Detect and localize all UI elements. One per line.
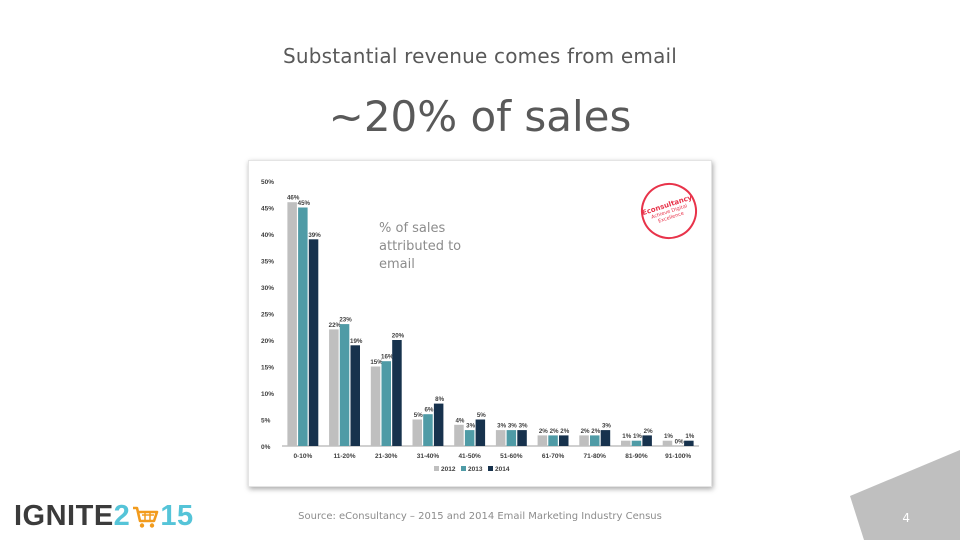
bar-2014-31-40% [433, 403, 444, 446]
bar-2013-41-50% [464, 430, 475, 446]
bar-2014-71-80% [600, 430, 611, 446]
bar-2012-31-40% [412, 419, 422, 446]
logo-text-15: 15 [160, 500, 194, 532]
data-label: 2% [644, 428, 653, 435]
data-label: 4% [455, 417, 464, 424]
x-tick-label: 0-10% [293, 453, 312, 460]
bar-2014-61-70% [559, 435, 569, 446]
data-label: 5% [477, 412, 486, 419]
source-citation: Source: eConsultancy – 2015 and 2014 Ema… [298, 511, 662, 522]
data-label: 2% [560, 428, 569, 435]
data-label: 20% [392, 333, 405, 340]
data-label: 3% [519, 423, 528, 430]
y-tick-label: 20% [261, 338, 274, 345]
x-tick-label: 31-40% [417, 453, 440, 460]
bar-2014-81-90% [642, 435, 652, 446]
x-tick-label: 41-50% [458, 453, 481, 460]
bar-2014-21-30% [392, 340, 402, 446]
y-tick-label: 35% [261, 259, 274, 266]
bar-2012-21-30% [370, 366, 381, 446]
legend-label: 2014 [495, 466, 510, 473]
chart-card: 0% 5% 10% 15% 20% 25% 30% 35% 40% 45% 50% 46% 45% 39%… [248, 160, 712, 487]
data-label: 22% [329, 322, 342, 329]
logo-text-2: 2 [113, 500, 131, 532]
x-tick-label: 51-60% [500, 453, 523, 460]
data-label: 3% [602, 423, 611, 430]
data-label: 3% [508, 423, 517, 430]
data-label: 2% [581, 428, 590, 435]
data-label: 2% [539, 428, 548, 435]
y-tick-label: 15% [261, 365, 274, 372]
legend-swatch-2012 [434, 466, 439, 471]
bar-2012-0-10% [287, 202, 297, 446]
data-label: 15% [370, 359, 383, 366]
bar-2014-91-100% [684, 440, 694, 446]
legend-label: 2013 [468, 466, 483, 473]
data-label: 2% [550, 428, 559, 435]
bar-2014-11-20% [350, 345, 360, 446]
bar-2012-91-100% [662, 440, 673, 446]
bar-2013-71-80% [590, 435, 600, 446]
shopping-cart-icon [133, 506, 159, 528]
bar-2013-61-70% [548, 435, 558, 446]
data-label: 6% [424, 407, 433, 414]
data-label: 1% [633, 433, 642, 440]
bar-2012-61-70% [537, 435, 548, 446]
bar-2012-41-50% [454, 424, 464, 446]
data-label: 5% [414, 412, 423, 419]
bar-2013-51-60% [506, 430, 517, 446]
x-tick-label: 81-90% [625, 453, 648, 460]
x-tick-label: 71-80% [584, 453, 607, 460]
data-label: 1% [622, 433, 631, 440]
data-label: 1% [685, 433, 694, 440]
data-label: 2% [591, 428, 600, 435]
y-tick-label: 25% [261, 312, 274, 319]
y-tick-label: 30% [261, 285, 274, 292]
x-tick-label: 11-20% [334, 453, 356, 460]
data-label: 0% [675, 439, 684, 446]
legend-swatch-2014 [488, 466, 493, 471]
data-label: 16% [381, 354, 394, 361]
x-tick-label: 91-100% [665, 453, 691, 460]
x-tick-label: 21-30% [375, 453, 398, 460]
slide-subtitle: Substantial revenue comes from email [282, 44, 678, 68]
data-label: 39% [308, 232, 321, 239]
y-tick-label: 50% [261, 179, 274, 186]
y-tick-label: 40% [261, 232, 274, 239]
data-label: 3% [466, 423, 475, 430]
chart-annotation: % of sales attributed to email [379, 221, 462, 272]
bar-2012-81-90% [621, 440, 631, 446]
bar-2014-41-50% [475, 419, 486, 446]
data-label: 23% [339, 317, 352, 324]
data-label: 3% [497, 423, 506, 430]
bar-2014-0-10% [308, 239, 319, 446]
bar-2013-0-10% [298, 207, 308, 446]
data-label: 1% [664, 433, 673, 440]
y-tick-label: 10% [261, 391, 274, 398]
bar-2013-11-20% [339, 324, 350, 446]
bar-2012-51-60% [495, 430, 506, 446]
bar-2012-11-20% [329, 329, 339, 446]
y-tick-label: 5% [261, 418, 271, 425]
bar-2013-21-30% [381, 361, 391, 446]
bar-2014-51-60% [517, 430, 527, 446]
data-label: 46% [287, 195, 300, 202]
corner-decoration [850, 450, 960, 540]
data-label: 19% [350, 338, 363, 345]
ignite-2015-logo: IGNITE 2 15 [14, 500, 194, 533]
legend-label: 2012 [441, 466, 456, 473]
bar-2013-81-90% [631, 440, 642, 446]
bar-chart: 0%5%10%15%20%25%30%35%40%45%50%46%45%39%… [261, 179, 699, 473]
x-tick-label: 61-70% [542, 453, 565, 460]
data-label: 8% [435, 396, 444, 403]
legend-swatch-2013 [461, 466, 466, 471]
page-number: 4 [902, 511, 910, 525]
data-label: 45% [298, 200, 311, 207]
logo-text-ignite: IGNITE [14, 500, 114, 532]
y-tick-label: 0% [261, 444, 271, 451]
bar-2012-71-80% [579, 435, 589, 446]
bar-2013-31-40% [423, 414, 433, 446]
slide-headline: ~20% of sales [328, 92, 632, 141]
y-tick-label: 45% [261, 206, 274, 213]
